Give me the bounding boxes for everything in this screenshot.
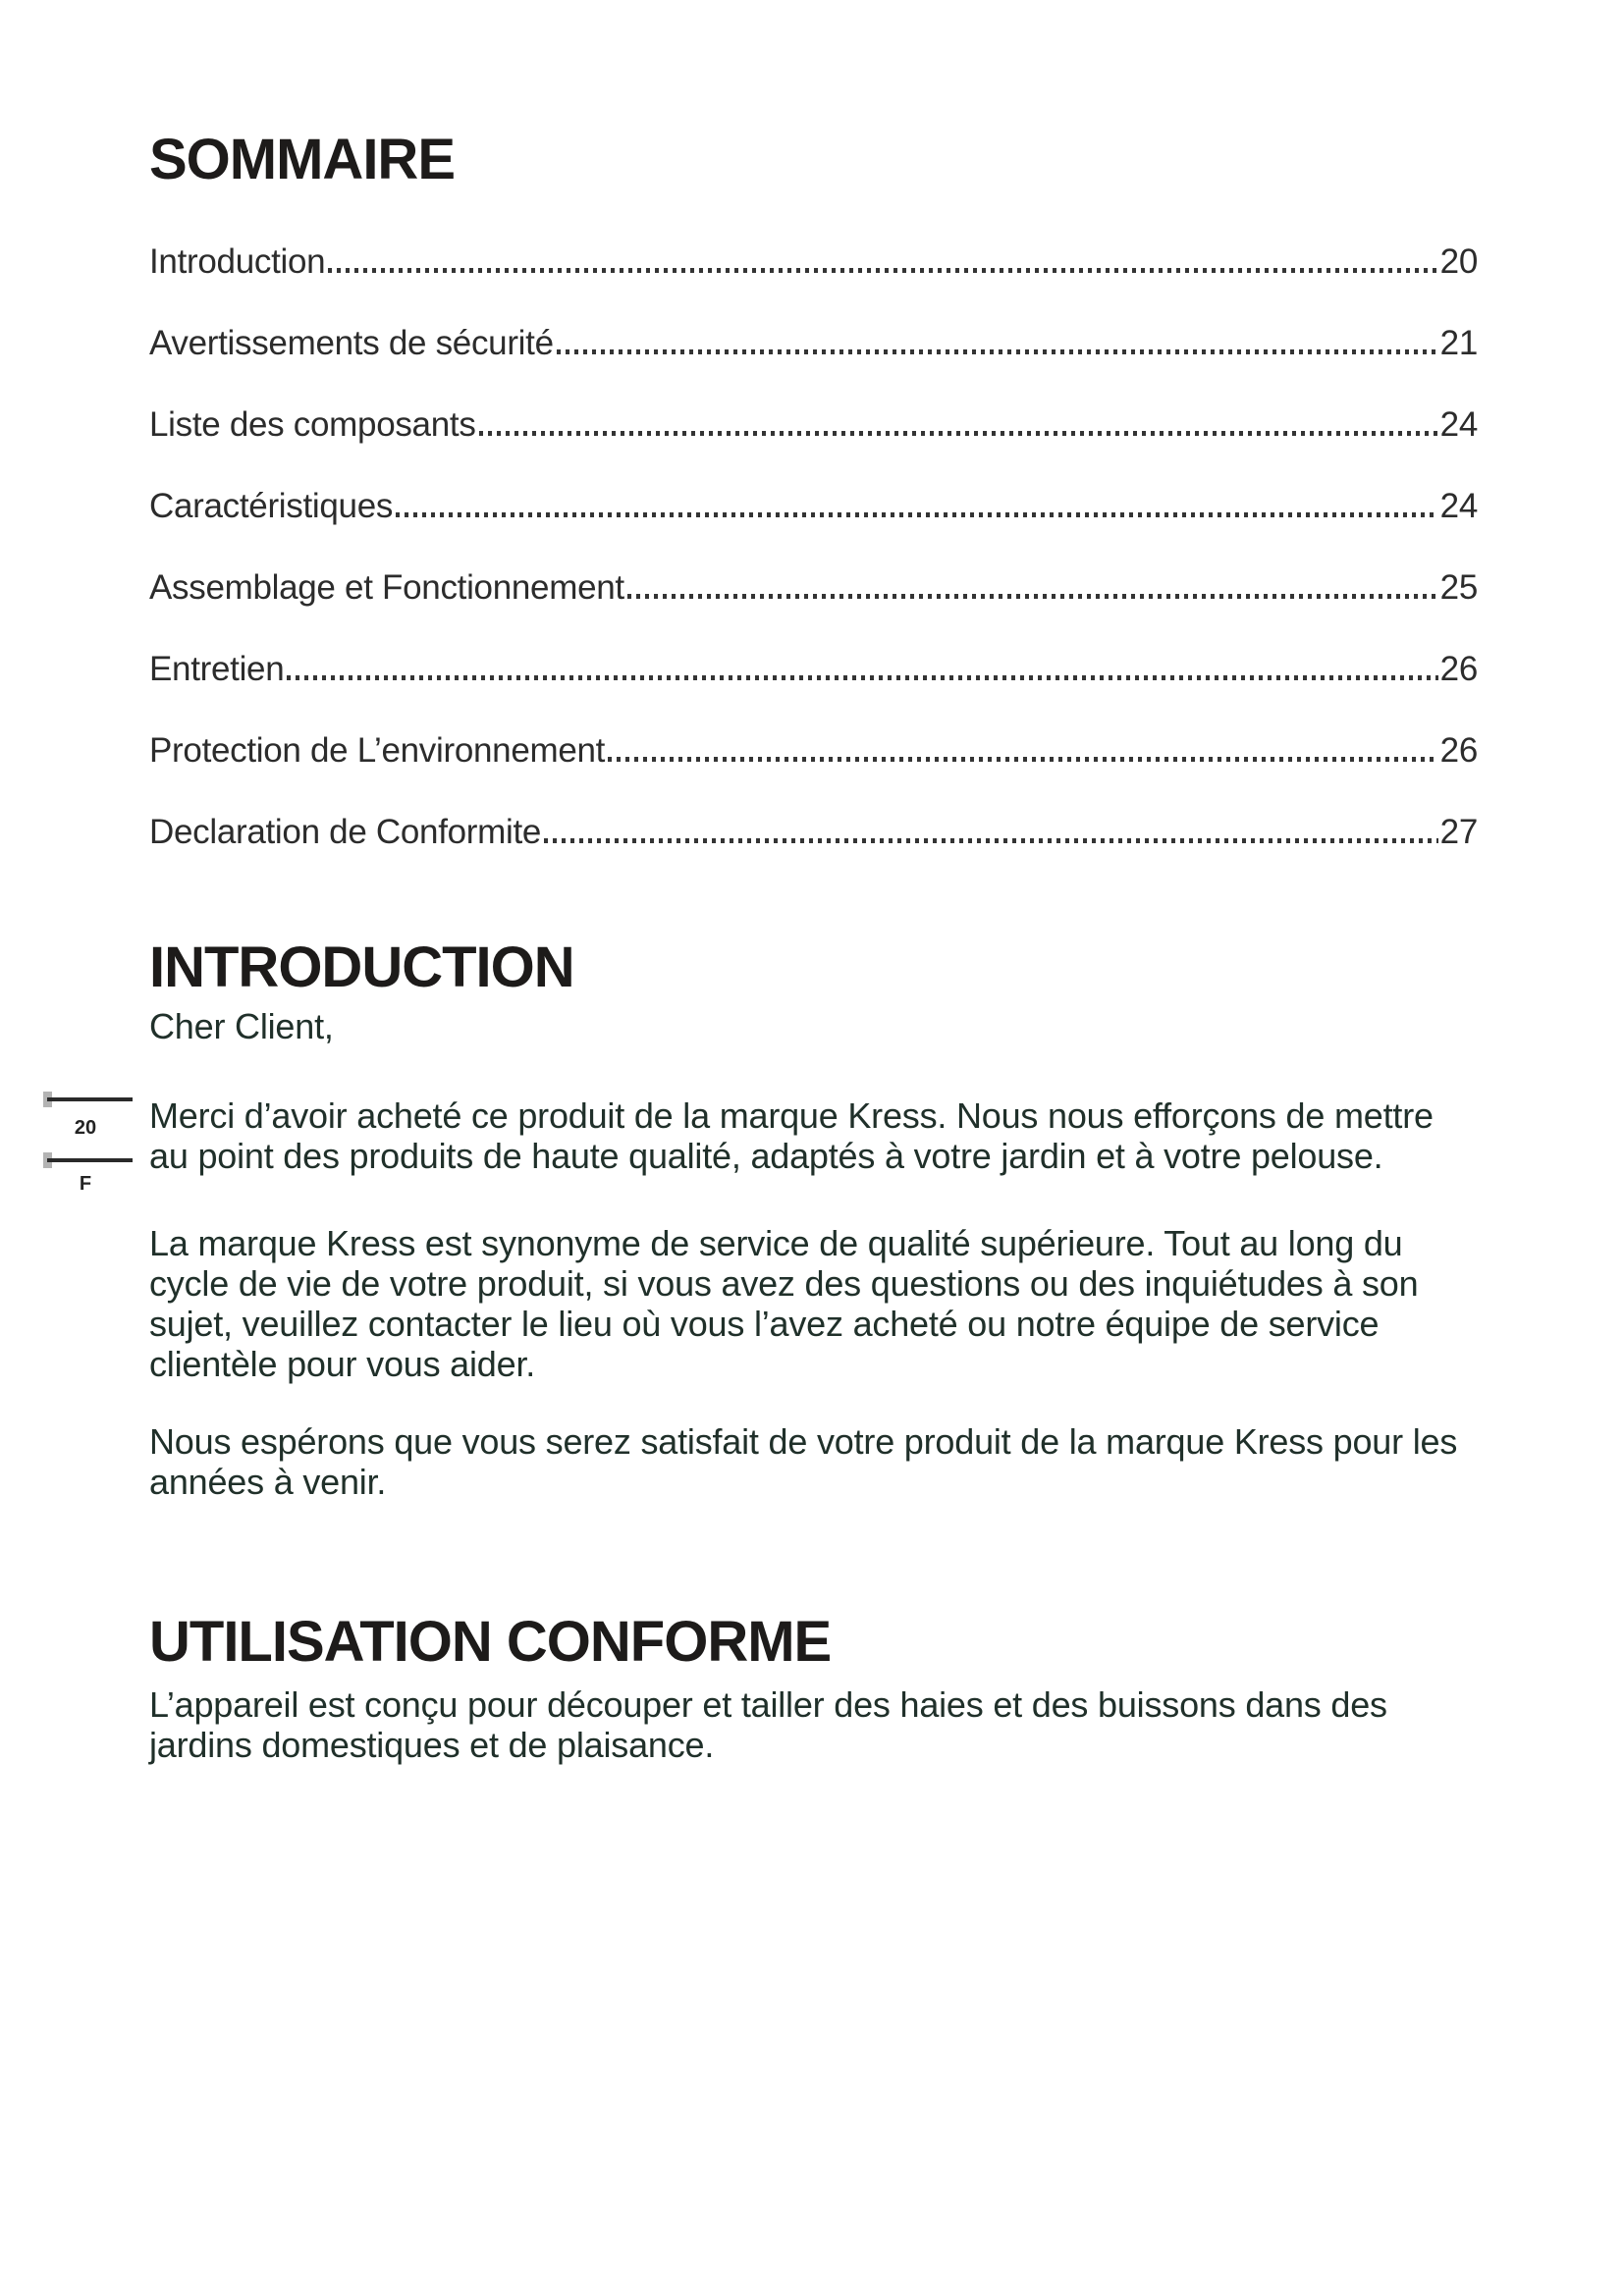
- toc-entry: Protection de L’environnement 26: [149, 731, 1478, 813]
- introduction-paragraph-1: Merci d’avoir acheté ce produit de la ma…: [149, 1095, 1434, 1176]
- toc-dot-leader: [608, 757, 1438, 762]
- toc-entry-label: Protection de L’environnement: [149, 731, 606, 770]
- intended-use-body: L’appareil est conçu pour découper et ta…: [149, 1684, 1387, 1765]
- toc-entry-page-number: 27: [1439, 813, 1479, 851]
- toc-entry: Declaration de Conformite 27: [149, 813, 1478, 894]
- toc-entry-label: Caractéristiques: [149, 487, 394, 525]
- toc-entry-page-number: 26: [1439, 650, 1479, 688]
- toc-entry-page-number: 21: [1439, 324, 1479, 362]
- toc-dot-leader: [544, 838, 1438, 843]
- toc-dot-leader: [478, 431, 1438, 436]
- toc-dot-leader: [556, 349, 1438, 354]
- toc-dot-leader: [396, 512, 1438, 517]
- margin-rule-top: [47, 1097, 133, 1101]
- toc-entry-page-number: 20: [1439, 242, 1479, 281]
- toc-entry-page-number: 25: [1439, 568, 1479, 607]
- introduction-paragraph-3: Nous espérons que vous serez satisfait d…: [149, 1421, 1458, 1502]
- toc-entry: Entretien 26: [149, 650, 1478, 731]
- margin-language-code: F: [79, 1173, 92, 1195]
- introduction-title: INTRODUCTION: [149, 935, 575, 999]
- introduction-paragraph-2: La marque Kress est synonyme de service …: [149, 1223, 1419, 1384]
- sommaire-title: SOMMAIRE: [149, 128, 456, 191]
- toc-entry-label: Declaration de Conformite: [149, 813, 542, 851]
- introduction-salutation: Cher Client,: [149, 1006, 334, 1046]
- toc-entry-label: Liste des composants: [149, 405, 476, 444]
- toc-entry-page-number: 26: [1439, 731, 1479, 770]
- margin-page-number: 20: [74, 1117, 97, 1139]
- toc-entry-label: Assemblage et Fonctionnement: [149, 568, 624, 607]
- toc-entry: Assemblage et Fonctionnement 25: [149, 568, 1478, 650]
- table-of-contents: Introduction 20 Avertissements de sécuri…: [149, 242, 1478, 894]
- toc-entry-label: Entretien: [149, 650, 285, 688]
- toc-entry-label: Introduction: [149, 242, 326, 281]
- toc-entry: Liste des composants 24: [149, 405, 1478, 487]
- toc-entry-page-number: 24: [1439, 405, 1479, 444]
- intended-use-title: UTILISATION CONFORME: [149, 1610, 832, 1674]
- toc-entry: Caractéristiques 24: [149, 487, 1478, 568]
- toc-dot-leader: [287, 675, 1438, 680]
- toc-entry-label: Avertissements de sécurité: [149, 324, 554, 362]
- toc-dot-leader: [626, 594, 1438, 599]
- toc-entry-page-number: 24: [1439, 487, 1479, 525]
- toc-entry: Avertissements de sécurité 21: [149, 324, 1478, 405]
- margin-rule-bottom: [47, 1158, 133, 1162]
- toc-dot-leader: [328, 268, 1438, 273]
- toc-entry: Introduction 20: [149, 242, 1478, 324]
